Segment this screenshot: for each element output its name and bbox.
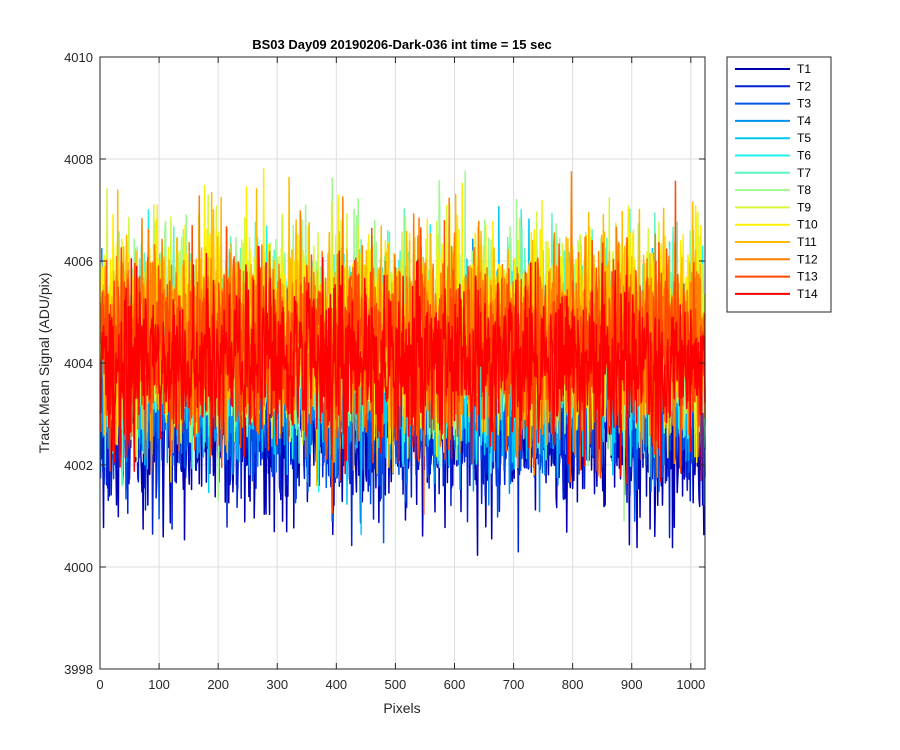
legend-label-t13: T13 <box>797 270 818 284</box>
y-tick-label: 4010 <box>64 50 93 65</box>
y-tick-label: 4006 <box>64 254 93 269</box>
x-tick-label: 500 <box>385 677 407 692</box>
x-tick-label: 900 <box>621 677 643 692</box>
y-tick-label: 3998 <box>64 662 93 677</box>
legend-box <box>726 56 832 313</box>
x-tick-label: 600 <box>444 677 466 692</box>
legend-label-t1: T1 <box>797 62 811 76</box>
x-tick-labels: 0 100 200 300 400 500 600 700 800 900 1000 <box>96 677 705 692</box>
legend-label-t2: T2 <box>797 79 811 93</box>
chart-title: BS03 Day09 20190206-Dark-036 int time = … <box>252 37 552 52</box>
y-axis-label: Track Mean Signal (ADU/pix) <box>36 273 52 454</box>
legend-label-t7: T7 <box>797 166 811 180</box>
legend-label-t4: T4 <box>797 114 811 128</box>
legend-label-t14: T14 <box>797 287 818 301</box>
x-tick-label: 300 <box>266 677 288 692</box>
legend-label-t5: T5 <box>797 131 811 145</box>
y-tick-label: 4000 <box>64 560 93 575</box>
legend-label-t12: T12 <box>797 252 818 266</box>
series-line-t14 <box>99 245 706 484</box>
axis-ticks <box>99 56 705 670</box>
x-tick-label: 200 <box>207 677 229 692</box>
legend-label-t6: T6 <box>797 149 811 163</box>
x-tick-label: 800 <box>562 677 584 692</box>
x-tick-label: 100 <box>148 677 170 692</box>
x-tick-label: 700 <box>503 677 525 692</box>
plot-series-group <box>99 167 706 557</box>
legend-label-t3: T3 <box>797 97 811 111</box>
y-tick-label: 4008 <box>64 152 93 167</box>
legend-label-t10: T10 <box>797 218 818 232</box>
y-tick-labels: 3998 4000 4002 4004 4006 4008 4010 <box>64 50 93 677</box>
x-tick-label: 0 <box>96 677 103 692</box>
legend: T1 T2 T3 T4 T5 T6 T7 T8 T9 T10 T11 T12 T13 T14 <box>726 56 832 313</box>
x-axis-label: Pixels <box>383 700 420 716</box>
x-tick-label: 1000 <box>676 677 705 692</box>
legend-label-t11: T11 <box>797 235 817 249</box>
y-tick-label: 4004 <box>64 356 93 371</box>
legend-label-t8: T8 <box>797 183 811 197</box>
x-tick-label: 400 <box>325 677 347 692</box>
y-tick-label: 4002 <box>64 458 93 473</box>
legend-label-t9: T9 <box>797 200 811 214</box>
